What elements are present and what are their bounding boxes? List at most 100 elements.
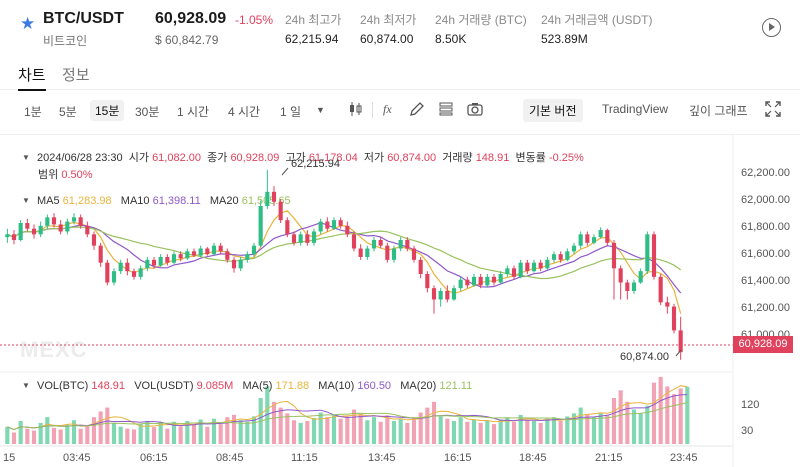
low-value: 60,874.00 xyxy=(387,152,437,164)
interval-30m[interactable]: 30분 xyxy=(135,105,160,119)
ticker-header: ★ BTC/USDT 비트코인 60,928.09 -1.05% $ 60,84… xyxy=(0,0,800,52)
high-label: 고가 xyxy=(285,152,306,164)
vol-collapse-chevron-icon[interactable]: ▼ xyxy=(22,381,30,390)
play-icon[interactable] xyxy=(762,18,781,37)
ma5-label: MA5 xyxy=(36,195,60,207)
vol-ma10-value: 160.50 xyxy=(357,380,392,392)
candle-type-icon[interactable] xyxy=(347,100,365,118)
low-marker-label: 60,874.00 xyxy=(620,351,669,363)
volume-legend: ▼ VOL(BTC) 148.91 VOL(USDT) 9.085M MA(5)… xyxy=(22,380,472,392)
chart-area[interactable] xyxy=(0,134,800,467)
ma-legend: ▼ MA5 61,283.98 MA10 61,398.11 MA20 61,5… xyxy=(22,195,291,207)
ma20-value: 61,505.65 xyxy=(241,195,291,207)
low-label: 저가 xyxy=(363,152,385,164)
interval-dropdown-chevron-icon[interactable]: ▼ xyxy=(316,105,325,115)
high-marker-label: 62,215.94 xyxy=(291,158,340,170)
fullscreen-icon[interactable] xyxy=(764,100,782,118)
range-label: 범위 xyxy=(38,169,59,181)
vol-ma20-value: 121.11 xyxy=(439,380,473,392)
stat-turnover-value: 523.89M xyxy=(541,32,588,46)
ma-collapse-chevron-icon[interactable]: ▼ xyxy=(22,196,30,205)
open-value: 61,082.00 xyxy=(152,152,201,164)
y-tick: 62,200.00 xyxy=(741,167,790,179)
y-tick: 62,000.00 xyxy=(741,194,790,206)
draw-pencil-icon[interactable] xyxy=(408,100,426,118)
vol-ma5-value: 171.88 xyxy=(275,380,310,392)
close-label: 종가 xyxy=(207,152,228,164)
ma20-label: MA20 xyxy=(209,195,239,207)
volume-value: 148.91 xyxy=(475,152,510,164)
vol-y-tick: 30 xyxy=(741,425,754,437)
vol-ma5-label: MA(5) xyxy=(242,380,273,392)
x-tick: 03:45 xyxy=(63,452,91,464)
x-tick: 13:45 xyxy=(368,452,396,464)
ma5-value: 61,283.98 xyxy=(62,195,112,207)
content-tabs: 차트 정보 xyxy=(0,56,800,91)
depth-chart-button[interactable]: 깊이 그래프 xyxy=(689,104,748,118)
interval-5m[interactable]: 5분 xyxy=(59,105,77,119)
price-usd: $ 60,842.79 xyxy=(155,33,219,47)
close-value: 60,928.09 xyxy=(230,152,280,164)
change-label: 변동률 xyxy=(515,152,546,164)
candle-datetime: 2024/06/28 23:30 xyxy=(36,152,123,164)
range-value: 0.50% xyxy=(61,169,93,181)
chart-toolbar: 1분 5분 15분 30분 1 시간 4 시간 1 일 ▼ fx 기본 버전 T… xyxy=(0,96,800,126)
toolbar-divider xyxy=(372,102,373,118)
x-tick: 08:45 xyxy=(216,452,244,464)
active-tab-indicator xyxy=(18,89,46,91)
x-tick: 21:15 xyxy=(595,452,623,464)
volume-label: 거래량 xyxy=(442,152,473,164)
x-tick: 16:15 xyxy=(444,452,472,464)
tradingview-button[interactable]: TradingView xyxy=(602,102,669,116)
x-tick: 15 xyxy=(3,452,16,464)
last-price: 60,928.09 xyxy=(155,10,227,27)
stat-low-value: 60,874.00 xyxy=(360,32,414,46)
ma10-label: MA10 xyxy=(120,195,150,207)
x-tick: 18:45 xyxy=(519,452,547,464)
exchange-watermark: MEXC xyxy=(20,337,88,362)
interval-1h[interactable]: 1 시간 xyxy=(177,105,210,119)
open-label: 시가 xyxy=(128,152,149,164)
stat-volume-label: 24h 거래량 (BTC) xyxy=(435,13,527,27)
favorite-star-icon[interactable]: ★ xyxy=(20,14,36,33)
y-tick: 61,400.00 xyxy=(741,275,790,287)
stat-high-label: 24h 최고가 xyxy=(285,13,342,27)
y-tick: 61,600.00 xyxy=(741,248,790,260)
ohlc-legend: ▼ 2024/06/28 23:30 시가 61,082.00 종가 60,92… xyxy=(22,149,584,165)
interval-15m[interactable]: 15분 xyxy=(90,100,125,121)
interval-1d[interactable]: 1 일 xyxy=(280,105,302,119)
pair-name: 비트코인 xyxy=(43,34,88,48)
y-tick: 61,800.00 xyxy=(741,221,790,233)
stat-turnover-label: 24h 거래금액 (USDT) xyxy=(541,13,653,27)
x-tick: 06:15 xyxy=(140,452,168,464)
vol-ma20-label: MA(20) xyxy=(400,380,437,392)
x-tick: 11:15 xyxy=(291,452,318,464)
collapse-chevron-icon[interactable]: ▼ xyxy=(22,153,30,162)
pair-symbol[interactable]: BTC/USDT xyxy=(43,10,124,27)
basic-version-button[interactable]: 기본 버전 xyxy=(523,99,583,122)
x-tick: 23:45 xyxy=(670,452,698,464)
interval-1m[interactable]: 1분 xyxy=(24,105,42,119)
layout-settings-icon[interactable] xyxy=(437,100,455,118)
camera-snapshot-icon[interactable] xyxy=(466,100,484,118)
interval-4h[interactable]: 4 시간 xyxy=(228,105,261,119)
change-value: -0.25% xyxy=(548,152,584,164)
ma10-value: 61,398.11 xyxy=(152,195,201,207)
stat-high-value: 62,215.94 xyxy=(285,32,339,46)
svg-text:fx: fx xyxy=(383,102,392,116)
stat-low-label: 24h 최저가 xyxy=(360,13,417,27)
vol-ma10-label: MA(10) xyxy=(318,380,355,392)
last-price-tag: 60,928.09 xyxy=(733,336,793,353)
range-legend: 범위 0.50% xyxy=(38,166,93,182)
vol-btc-label: VOL(BTC) xyxy=(36,380,89,392)
indicator-fx-icon[interactable]: fx xyxy=(381,100,399,118)
tab-chart[interactable]: 차트 xyxy=(18,67,46,84)
stat-volume-value: 8.50K xyxy=(435,32,467,46)
high-value: 61,178.04 xyxy=(308,152,358,164)
price-change: -1.05% xyxy=(235,13,274,27)
vol-usdt-value: 9.085M xyxy=(196,380,234,392)
vol-btc-value: 148.91 xyxy=(91,380,126,392)
y-tick: 61,200.00 xyxy=(741,302,790,314)
tab-info[interactable]: 정보 xyxy=(62,67,90,84)
vol-usdt-label: VOL(USDT) xyxy=(134,380,194,392)
